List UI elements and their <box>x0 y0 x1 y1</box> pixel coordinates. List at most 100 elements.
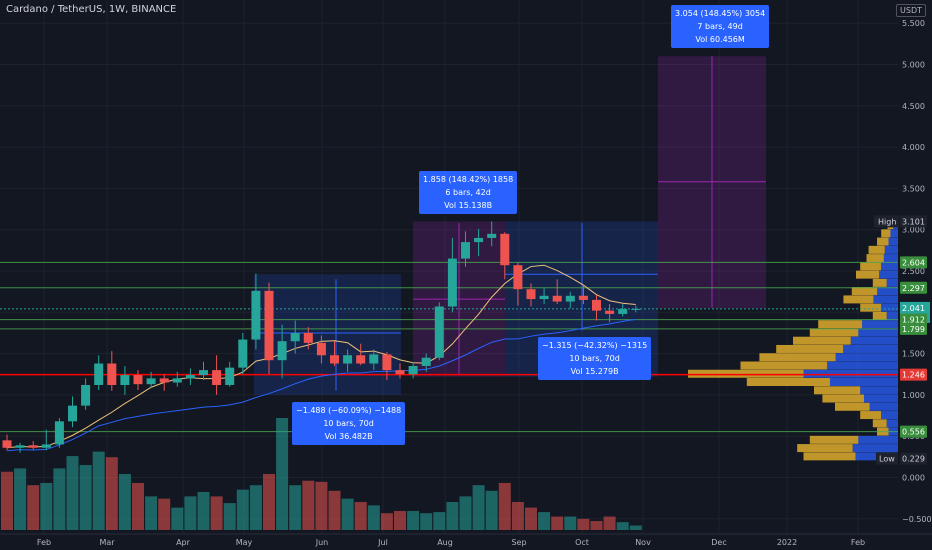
volume-bar <box>315 481 328 530</box>
volume-bar <box>197 491 210 530</box>
profile-row-up <box>863 394 898 403</box>
time-tick-label: Feb <box>37 538 51 547</box>
time-tick-label: Feb <box>851 538 865 547</box>
candle-body <box>356 355 366 364</box>
volume-bar <box>629 525 642 530</box>
candle-body <box>552 295 562 302</box>
candle-body <box>382 354 392 371</box>
low-value-tag: 0.229 <box>902 455 925 464</box>
volume-bar <box>538 512 551 530</box>
candle-body <box>159 378 169 383</box>
candlesticks <box>2 221 641 453</box>
candle-body <box>146 378 156 385</box>
measure-3-change: −1.315 (−42.32%) −1315 <box>542 341 648 350</box>
measure-3-bars: 10 bars, 70d <box>569 354 620 363</box>
candle-body <box>94 363 104 385</box>
level-tag-1246: 1.246 <box>902 371 925 380</box>
measure-1-change: −1.488 (−60.09%) −1488 <box>296 406 402 415</box>
volume-bar <box>92 451 105 530</box>
candle-body <box>539 295 549 300</box>
level-tag-0556-bg <box>900 425 927 438</box>
symbol-title[interactable]: Cardano / TetherUS, 1W, BINANCE <box>6 4 177 15</box>
profile-row-up <box>843 344 898 353</box>
candle-body <box>251 290 261 340</box>
time-tick-label: Jun <box>315 538 329 547</box>
time-tick-label: Nov <box>635 538 651 547</box>
profile-row-down <box>860 411 881 420</box>
measure-label-3: −1.315 (−42.32%) −1315 10 bars, 70d Vol … <box>538 337 652 380</box>
time-tick-label: Mar <box>99 538 115 547</box>
profile-row-down <box>793 336 851 345</box>
price-tick-label: −0.500 <box>902 515 932 524</box>
low-value-tag-bg <box>900 452 927 465</box>
high-tag-bg <box>874 215 899 228</box>
profile-row-up <box>852 444 898 453</box>
volume-bar <box>341 498 354 530</box>
candle-body <box>395 370 405 375</box>
candle-body <box>2 440 12 448</box>
measure-3-volume: Vol 15.279B <box>570 367 619 376</box>
price-tick-label: 1.500 <box>902 350 925 359</box>
candle-body <box>474 237 484 243</box>
time-tick-label: May <box>236 538 253 547</box>
price-tick-label: 3.500 <box>902 184 925 193</box>
volume-bar <box>53 468 66 530</box>
volume-bar <box>407 510 420 530</box>
profile-row-down <box>856 270 880 279</box>
price-axis[interactable]: 5.5005.0004.5004.0003.5003.0002.5002.000… <box>898 0 932 550</box>
time-axis[interactable]: Feb Mar Apr May Jun Jul Aug Sep Oct Nov Dec 2022 Feb <box>0 533 932 550</box>
volume-profile <box>688 221 898 461</box>
candle-body <box>303 332 313 343</box>
volume-bar <box>171 507 184 530</box>
profile-row-up <box>879 270 898 279</box>
volume-bar <box>302 480 315 530</box>
measure-2-bars: 6 bars, 42d <box>445 188 491 197</box>
candle-body <box>565 295 575 302</box>
volume-bar <box>590 521 603 530</box>
profile-row-up <box>880 303 898 312</box>
volume-bar <box>511 502 524 530</box>
profile-row-up <box>886 311 898 320</box>
candle-body <box>68 405 77 422</box>
profile-row-up <box>880 411 898 420</box>
measure-4-change: 3.054 (148.45%) 3054 <box>675 9 766 18</box>
candle-body <box>133 375 143 385</box>
volume-bar <box>145 496 158 530</box>
profile-row-up <box>858 435 898 444</box>
price-tick-label: 1.000 <box>902 391 925 400</box>
profile-row-down <box>866 254 884 263</box>
price-tick-label: 4.500 <box>902 102 925 111</box>
profile-row-up <box>803 369 898 378</box>
candle-body <box>526 289 536 300</box>
profile-row-up <box>883 254 898 263</box>
price-tick-label: 2.500 <box>902 267 925 276</box>
profile-row-down <box>872 311 887 320</box>
volume-bar <box>236 489 249 530</box>
volume-bar <box>1 471 13 530</box>
volume-bar <box>564 516 577 530</box>
time-tick-label: 2022 <box>777 538 797 547</box>
candle-body <box>631 308 641 310</box>
measure-4-volume: Vol 60.456M <box>695 35 745 44</box>
volume-bar <box>66 456 79 530</box>
level-tag-1912-bg <box>900 313 927 326</box>
volume-bar <box>433 512 446 530</box>
candle-body <box>41 444 51 448</box>
candle-body <box>316 342 326 356</box>
currency-label[interactable]: USDT <box>896 4 926 17</box>
volume-bar <box>158 498 171 530</box>
low-tag-bg <box>876 452 898 465</box>
level-tag-1912: 1.912 <box>902 316 925 325</box>
measure-2-volume: Vol 15.138B <box>444 201 493 210</box>
price-tick-label: 5.000 <box>902 61 925 70</box>
high-tag-label: High <box>878 217 896 226</box>
profile-row-up <box>829 378 898 387</box>
profile-row-down <box>872 278 887 287</box>
price-tick-label: 0.000 <box>902 474 925 483</box>
candle-body <box>500 233 510 266</box>
volume-bar <box>276 418 289 530</box>
candle-body <box>28 445 38 448</box>
candle-body <box>199 370 208 376</box>
